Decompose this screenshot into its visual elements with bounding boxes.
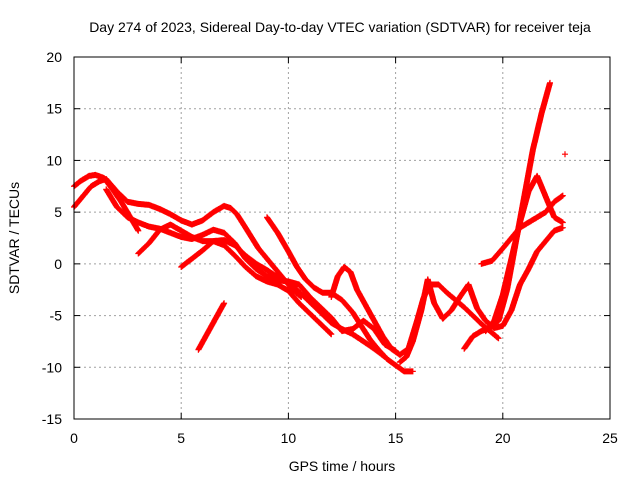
series-track-9 [396, 224, 566, 366]
y-tick-label: 10 [46, 152, 62, 168]
x-axis-label: GPS time / hours [289, 458, 396, 474]
x-tick-label: 25 [602, 430, 618, 446]
y-tick-label: -15 [42, 411, 62, 427]
series-track-5 [178, 237, 388, 360]
x-tick-label: 20 [495, 430, 511, 446]
y-tick-label: -5 [50, 308, 63, 324]
series-track-11 [482, 172, 566, 335]
series-track-12 [478, 192, 566, 267]
y-axis-label: SDTVAR / TECUs [6, 182, 22, 294]
series-track-7 [264, 214, 416, 375]
plot-frame [73, 56, 611, 420]
chart-title: Day 274 of 2023, Sidereal Day-to-day VTE… [89, 19, 591, 35]
y-tick-label: 20 [46, 49, 62, 65]
x-tick-label: 10 [281, 430, 297, 446]
x-tick-label: 0 [70, 430, 78, 446]
y-tick-label: 0 [54, 256, 62, 272]
series-track-13 [562, 151, 568, 158]
y-tick-label: 15 [46, 101, 62, 117]
y-tick-label: -10 [42, 359, 62, 375]
y-axis-tick-labels: -15 -10 -5 0 5 10 15 20 [42, 49, 62, 427]
axis-ticks [73, 56, 611, 420]
x-axis-tick-labels: 0 5 10 15 20 25 [70, 430, 618, 446]
data-markers [71, 79, 568, 375]
y-tick-label: 5 [54, 204, 62, 220]
x-tick-label: 5 [177, 430, 185, 446]
x-tick-label: 15 [388, 430, 404, 446]
series-track-4 [135, 221, 335, 338]
series-track-6 [195, 300, 228, 353]
